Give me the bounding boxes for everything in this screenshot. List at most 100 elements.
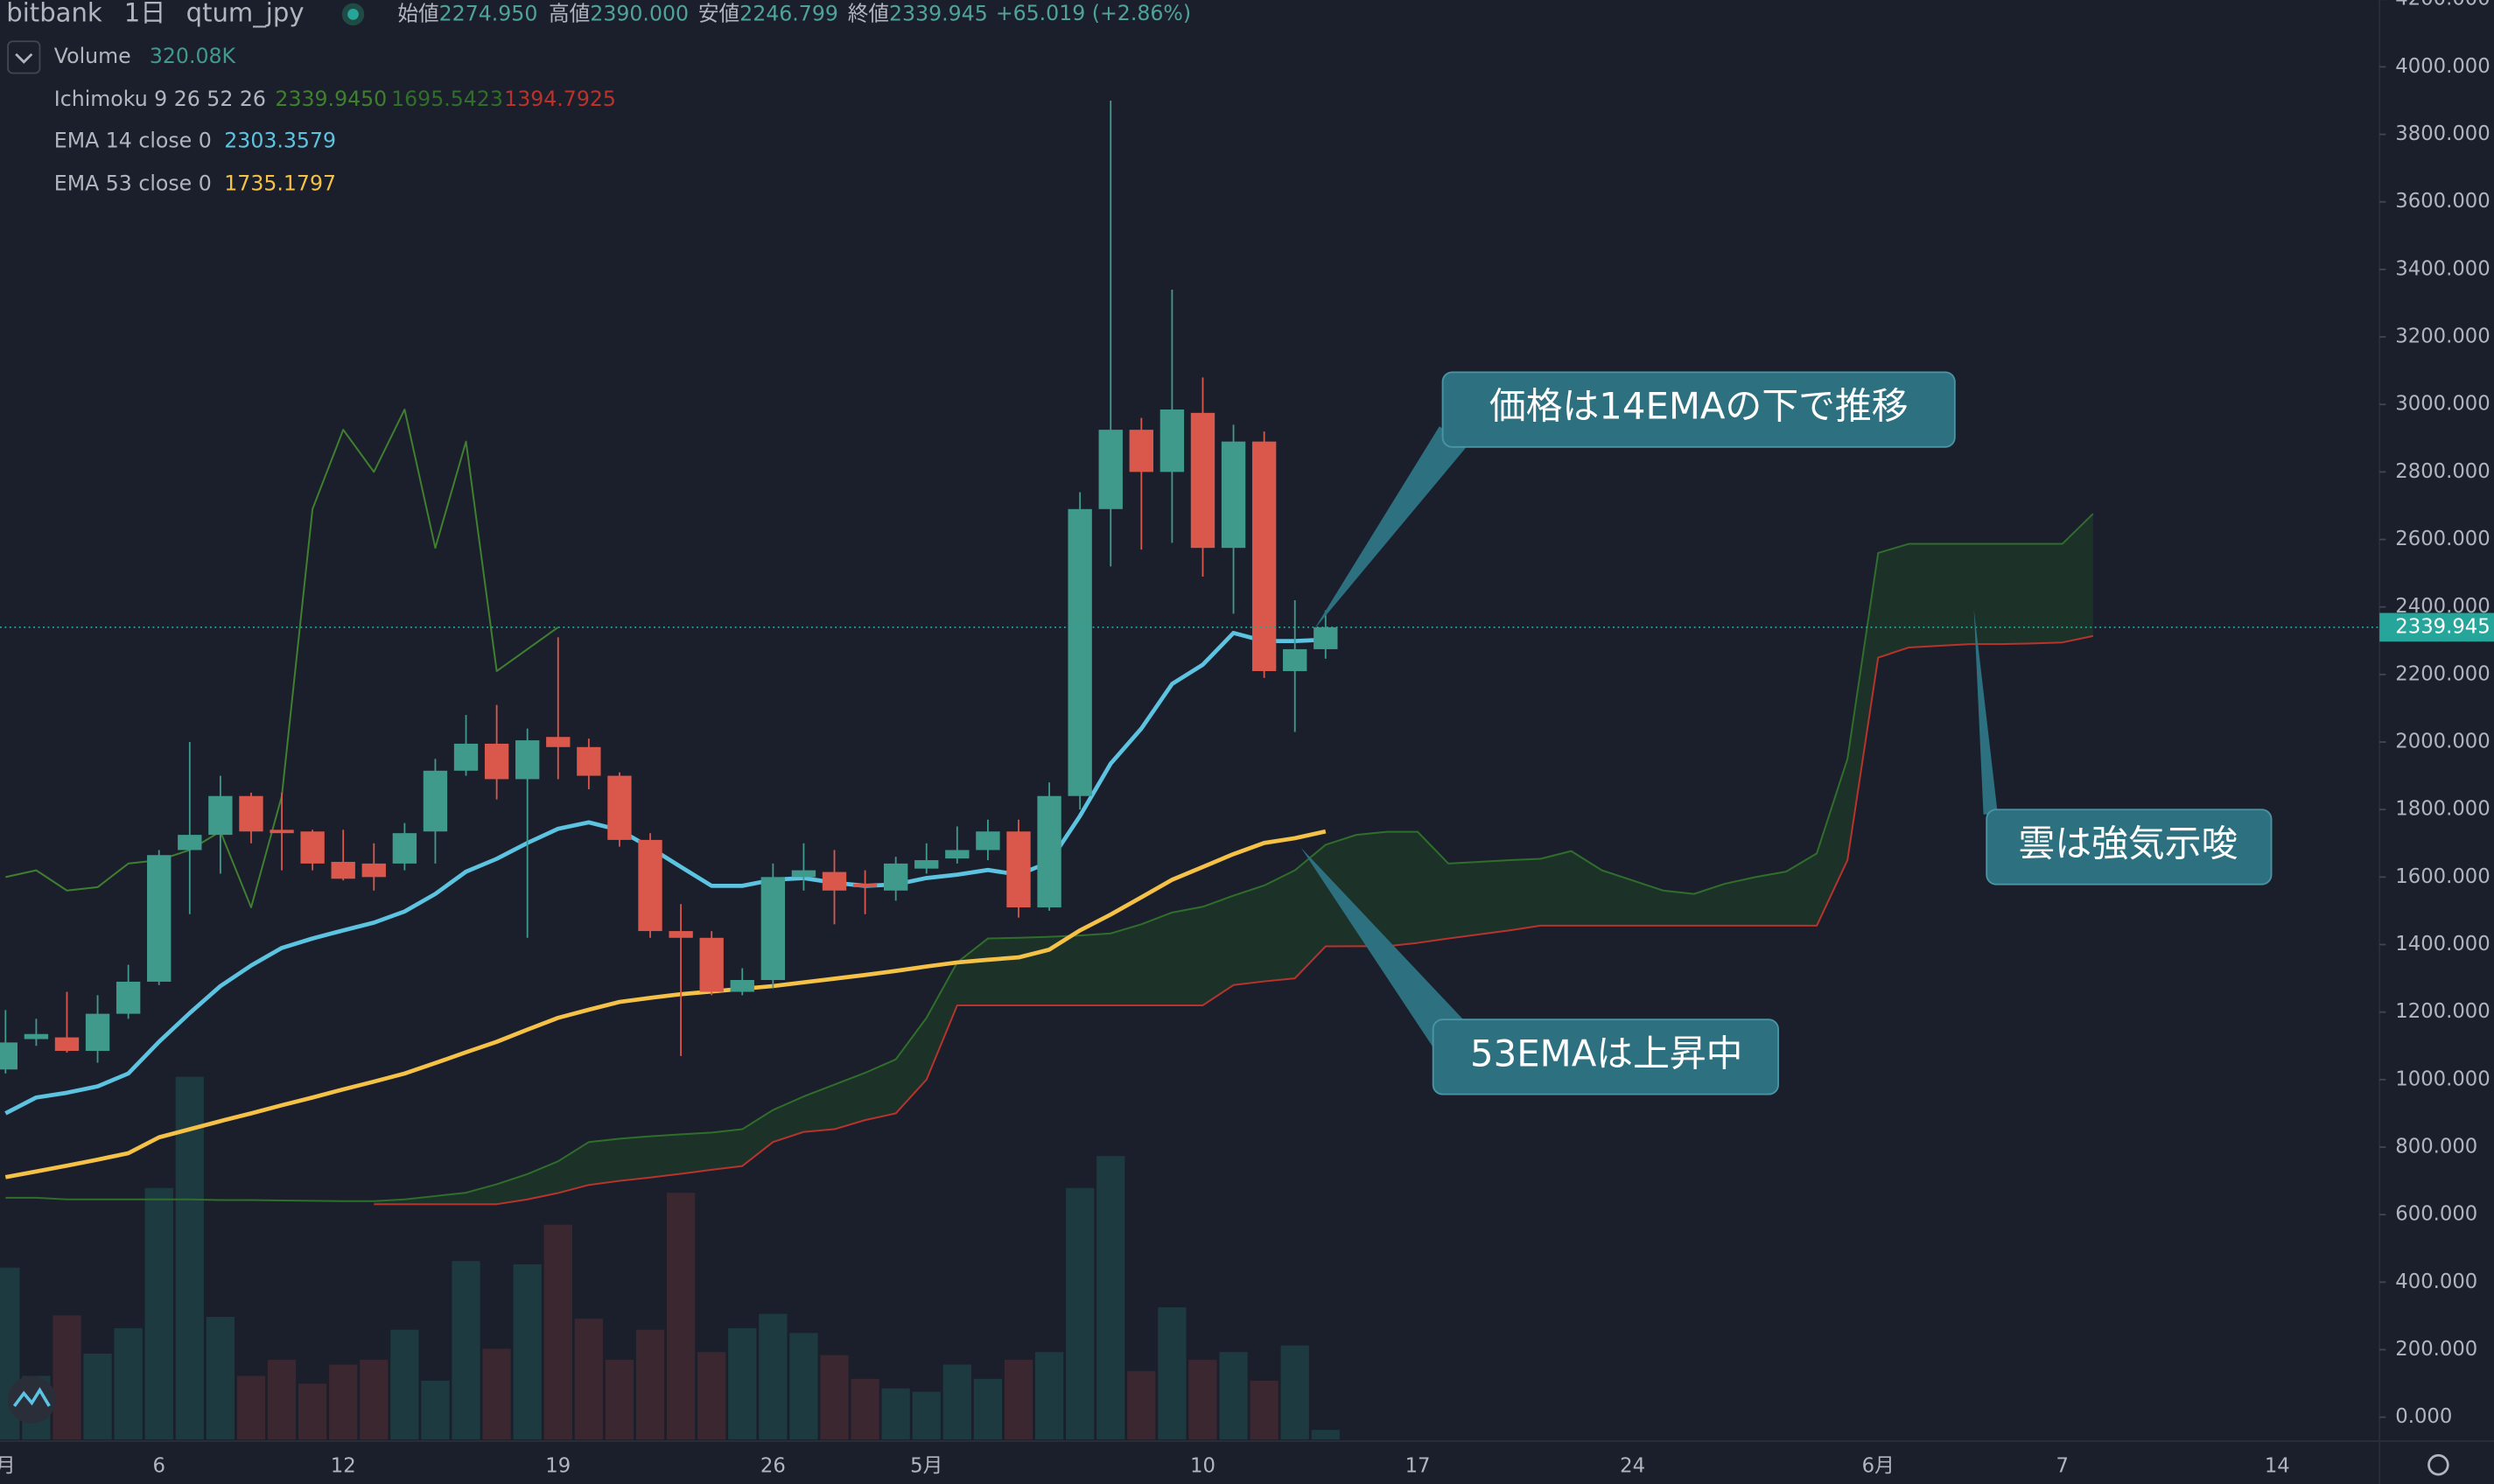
legend-name[interactable]: EMA 14 close 0 (54, 128, 212, 152)
value: 2339.945 (889, 1, 988, 25)
x-tick-label: 19 (545, 1455, 571, 1478)
legend-name[interactable]: EMA 53 close 0 (54, 171, 212, 195)
collapse-button[interactable] (7, 40, 41, 74)
candle-body (270, 830, 294, 834)
candle-body (54, 1037, 80, 1052)
x-tick-label: 7 (2056, 1455, 2069, 1478)
symbol[interactable]: qtum_jpy (186, 0, 305, 27)
candle-body (976, 831, 1000, 850)
candle-body (945, 850, 970, 859)
plot-area (0, 100, 2380, 1440)
candle-body (515, 740, 540, 780)
candle-body (300, 831, 325, 864)
exchange: bitbank (6, 0, 102, 27)
value: 2390.000 (590, 1, 689, 25)
label: 安値 (698, 1, 739, 25)
legend-name[interactable]: Volume (54, 44, 131, 68)
candle-body (1283, 648, 1307, 671)
y-tick-label: 1600.000 (2395, 865, 2490, 888)
candle-body (914, 860, 939, 869)
ema-line (4, 631, 1326, 1116)
volume-bar (482, 1348, 511, 1440)
y-tick-label: 400.000 (2395, 1270, 2477, 1293)
callout-box (1432, 1018, 1779, 1096)
candle-body (1159, 409, 1185, 472)
candle-body (730, 980, 754, 992)
volume-bar (1034, 1352, 1064, 1440)
ema-line (4, 829, 1327, 1180)
volume-bar (1127, 1371, 1156, 1440)
ichimoku-line (374, 634, 2094, 1206)
volume-bar (53, 1315, 81, 1440)
candle-body (852, 884, 878, 887)
x-tick-label: 5月 (910, 1455, 942, 1478)
legend-value: 2339.9450 (275, 87, 387, 111)
legend-value: 320.08K (150, 44, 236, 68)
candle-body (239, 795, 263, 832)
candle-body (484, 743, 509, 780)
callout-pointer (1300, 847, 1464, 1050)
volume-bar (114, 1327, 143, 1440)
volume-bar (666, 1193, 696, 1440)
y-tick-label: 1800.000 (2395, 798, 2490, 821)
legend-name[interactable]: Ichimoku 9 26 52 26 (54, 87, 266, 111)
candle-body (577, 746, 601, 776)
price-label: 2339.945 (2395, 615, 2490, 638)
callout-box (1441, 371, 1956, 448)
volume-bar (574, 1319, 603, 1440)
interval[interactable]: 1日 (124, 0, 166, 27)
candle-body (546, 737, 571, 747)
label: 始値 (397, 1, 438, 25)
candle-body (1098, 430, 1123, 509)
volume-bar (1250, 1380, 1279, 1440)
volume-bar (881, 1388, 910, 1440)
volume-bar (789, 1333, 818, 1440)
volume-bar (144, 1187, 173, 1440)
volume-bar (1311, 1430, 1340, 1440)
volume-bar (1066, 1187, 1095, 1440)
logo-mark (12, 1387, 51, 1408)
y-tick-label: 2200.000 (2395, 662, 2490, 685)
volume-bar (635, 1329, 665, 1440)
annotation: 価格は14EMAの下で推移 (1489, 385, 1909, 428)
candle-body (1006, 831, 1031, 908)
candle-body (699, 937, 724, 992)
volume-bar (1280, 1345, 1309, 1440)
candle-body (178, 835, 202, 850)
candle-body (791, 870, 816, 878)
x-tick-label: 12 (331, 1455, 356, 1478)
chevron (15, 52, 33, 64)
candle-body (1068, 508, 1092, 796)
candle-body (638, 839, 662, 932)
volume-bar (329, 1364, 358, 1440)
volume-bar (973, 1378, 1003, 1440)
volume-bar (83, 1353, 112, 1440)
volume-bar (1188, 1360, 1217, 1440)
volume-bar (820, 1354, 849, 1440)
volume-bar (605, 1360, 634, 1440)
candle-body (760, 877, 786, 981)
legend-value: 1695.5423 (391, 87, 503, 111)
y-tick-label: 600.000 (2395, 1203, 2477, 1226)
candle-body (392, 833, 417, 864)
volume-bar (267, 1360, 297, 1440)
logo[interactable] (8, 1376, 56, 1424)
volume-bar (206, 1316, 235, 1440)
y-tick-label: 3200.000 (2395, 326, 2490, 348)
volume-bar (1219, 1352, 1248, 1440)
y-tick-label: 800.000 (2395, 1135, 2477, 1158)
settings-button[interactable] (2427, 1453, 2449, 1476)
y-tick-label: 3600.000 (2395, 190, 2490, 213)
volume-bar (543, 1224, 572, 1440)
y-tick-label: 1200.000 (2395, 1000, 2490, 1023)
low-field: 安値2246.799 (698, 1, 838, 25)
volume-bar (1004, 1360, 1033, 1440)
x-tick-label: 6月 (1862, 1455, 1895, 1478)
y-tick-label: 4000.000 (2395, 55, 2490, 78)
x-tick-label: 26 (760, 1455, 786, 1478)
y-tick-label: 1400.000 (2395, 933, 2490, 956)
y-tick-label: 3800.000 (2395, 122, 2490, 145)
y-tick-label: 3000.000 (2395, 393, 2490, 416)
